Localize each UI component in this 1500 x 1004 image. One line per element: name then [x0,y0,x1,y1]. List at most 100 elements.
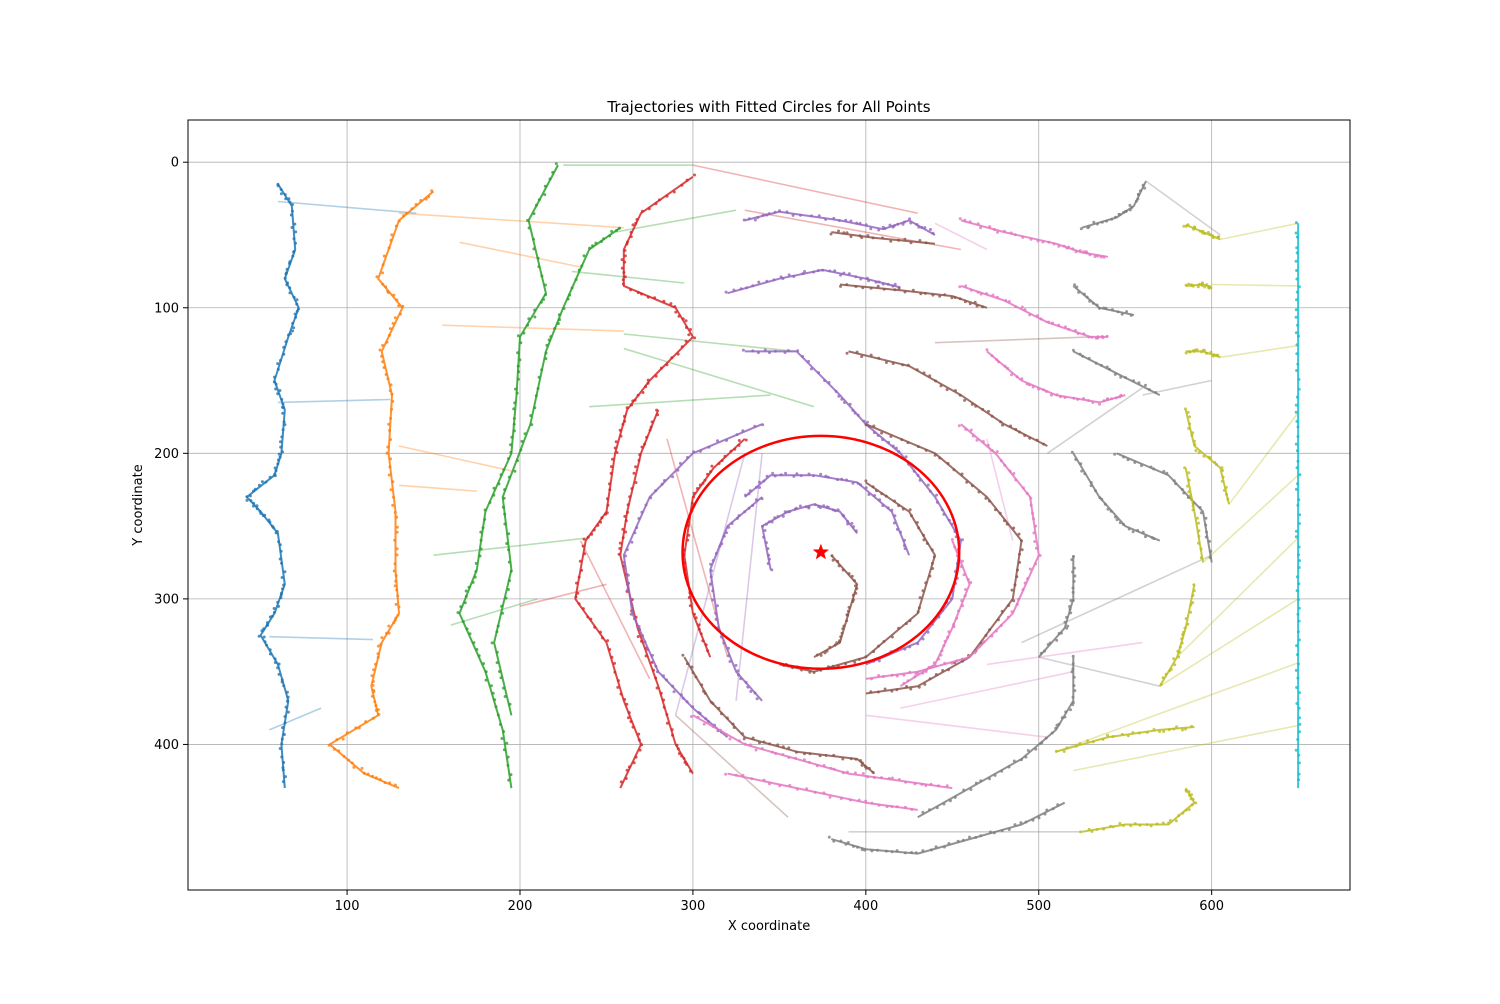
trajectory-point [903,851,907,855]
trajectory-point [377,713,381,716]
trajectory-point [947,630,951,634]
trajectory-point [268,520,272,524]
trajectory-point [1167,821,1171,825]
trajectory-point [1073,574,1077,578]
trajectory-point [537,375,541,379]
trajectory-point [282,733,286,736]
trajectory-point [392,569,396,573]
trajectory-point [932,555,936,559]
trajectory-point [1295,686,1299,689]
trajectory-point [394,574,398,578]
trajectory-point [393,538,397,542]
trajectory-point [1062,750,1066,753]
trajectory-point [1149,465,1153,469]
trajectory-point [677,752,681,756]
trajectory-point [1154,391,1158,394]
trajectory-point [971,434,975,438]
trajectory-point [533,406,537,410]
trajectory-point [921,849,925,853]
trajectory-point [921,637,925,641]
trajectory-point [430,189,434,193]
trajectory-point [288,200,292,204]
trajectory-point [852,844,855,848]
trajectory-point [505,741,509,745]
trajectory-point [864,799,868,803]
trajectory-point [1295,235,1299,239]
trajectory-point [1297,772,1301,776]
trajectory-point [1042,388,1046,392]
trajectory-point [623,260,627,264]
trajectory-point [921,810,925,814]
trajectory-point [391,399,395,403]
trajectory-point [375,275,379,279]
trajectory-point [1063,715,1067,719]
trajectory-point [925,541,929,545]
trajectory-point [1187,808,1191,812]
trajectory-point [1208,233,1212,236]
trajectory-connector [934,336,1091,344]
trajectory-point [631,399,635,403]
trajectory-point [952,625,956,629]
trajectory-point [883,687,887,691]
trajectory-point [935,493,939,497]
trajectory-point [1045,808,1049,812]
trajectory-point [1079,227,1083,231]
trajectory-point [889,239,893,243]
trajectory-point [290,226,294,229]
trajectory-point [690,665,694,669]
trajectory-point [897,626,901,630]
trajectory-point [1137,381,1141,385]
trajectory-point [1015,602,1019,606]
trajectory-point [719,728,723,732]
trajectory-point [1054,749,1058,753]
trajectory-point [859,277,863,281]
trajectory-point [897,238,901,242]
trajectory-point [645,435,649,439]
trajectory-point [283,721,287,725]
trajectory-point [871,485,875,489]
trajectory-point [268,615,272,619]
trajectory-point [1102,399,1106,403]
trajectory-point [638,453,642,457]
trajectory-point [1296,459,1300,463]
trajectory-point [846,609,850,613]
trajectory-point [1039,317,1043,321]
trajectory-point [397,219,401,223]
trajectory-point [1162,469,1166,473]
trajectory-connector [675,714,789,818]
trajectory-point [914,851,918,855]
trajectory-point [295,298,299,302]
trajectory-point [1051,321,1054,325]
trajectory-point [618,428,622,432]
trajectory-point [623,419,627,423]
trajectory-point [1055,638,1059,642]
trajectory-point [1108,367,1111,371]
trajectory-point [373,700,377,704]
trajectory-point [1204,351,1208,355]
trajectory-point [592,528,596,532]
trajectory-point [281,402,285,406]
trajectory-point [1003,519,1006,523]
trajectory-point [646,295,650,299]
trajectory-point [284,775,287,779]
trajectory-point [781,753,785,757]
trajectory-point [748,489,752,493]
trajectory-point [615,451,619,454]
trajectory-point [886,282,890,286]
trajectory-point [1131,731,1135,735]
trajectory-point [870,801,874,805]
trajectory-point [1012,599,1016,603]
trajectory-point [836,478,839,482]
trajectory-point [1124,376,1127,380]
trajectory-point [1074,250,1078,254]
trajectory-point [620,258,624,262]
trajectory-point [479,530,483,534]
trajectory-point [1071,586,1075,590]
trajectory-point [576,591,580,595]
trajectory-point [839,839,843,843]
trajectory-point [861,286,865,290]
trajectory-point [897,778,901,781]
trajectory-point [1023,434,1027,437]
trajectory-point [920,782,924,786]
trajectory-point [841,513,845,517]
